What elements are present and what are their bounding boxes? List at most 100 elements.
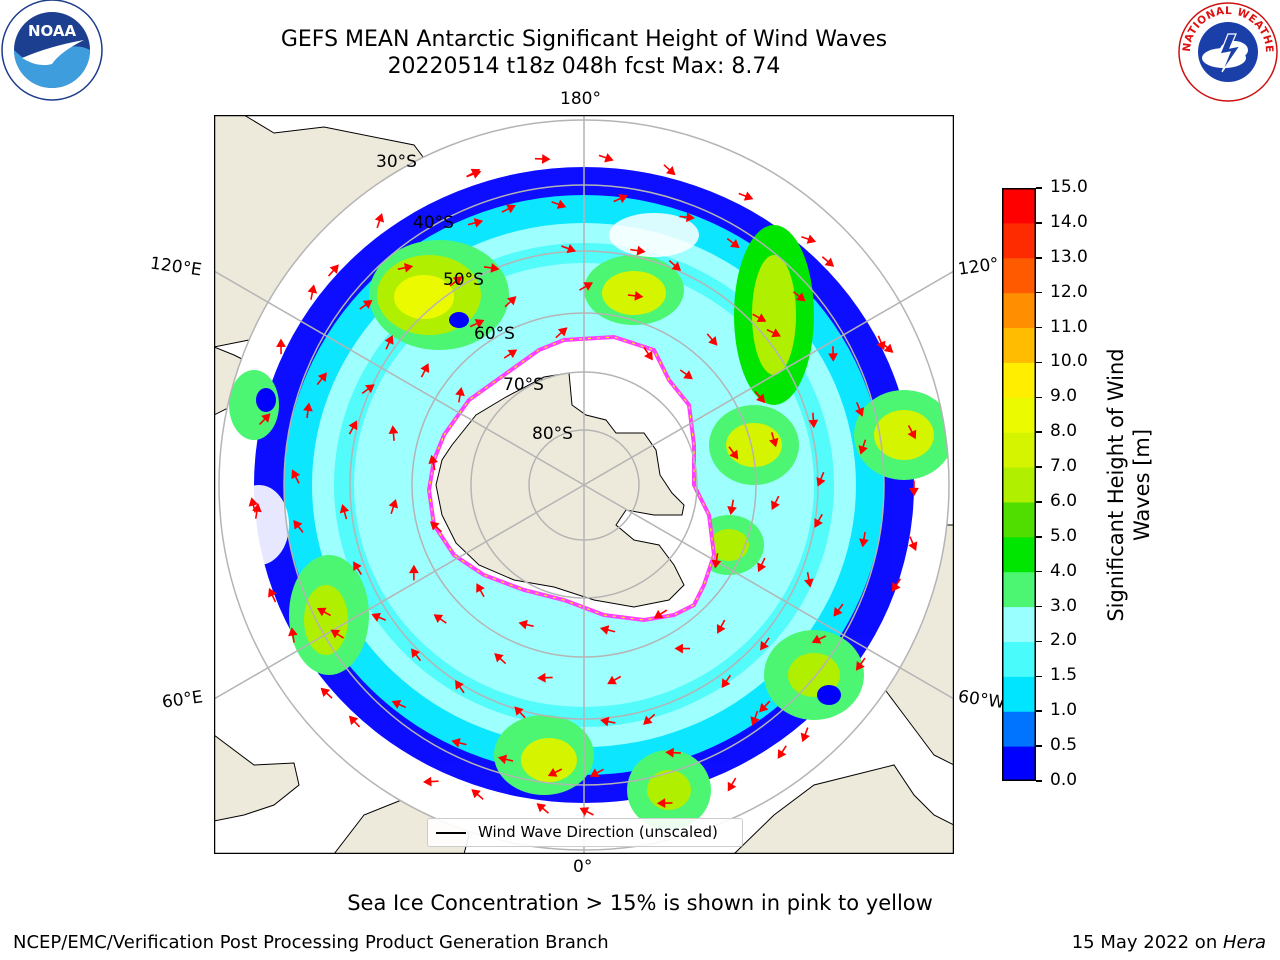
wave-arrow-head xyxy=(473,218,484,228)
graticule xyxy=(214,115,954,854)
colorbar-tick-mark xyxy=(1036,710,1042,712)
wave-arrow-head xyxy=(391,700,402,709)
colorbar-tick-mark xyxy=(1036,326,1042,329)
wave-arrow-head xyxy=(388,425,399,435)
wave-arrow-head xyxy=(248,497,259,507)
wave-arrow-head xyxy=(506,204,516,214)
wave-arrow-head xyxy=(268,587,277,598)
wave-arrow-head xyxy=(579,807,590,816)
colorbar-tick-mark xyxy=(1036,187,1042,189)
wave-arrow-head xyxy=(514,706,524,716)
noaa-logo-text: NOAA xyxy=(28,22,77,40)
wave-arrow-head xyxy=(599,625,610,635)
wave-arrow-head xyxy=(743,191,754,201)
colorbar-segment xyxy=(1002,292,1036,329)
wave-arrow-head xyxy=(816,477,826,487)
lon-label-60e: 60°E xyxy=(160,687,205,713)
wave-arrow-head xyxy=(430,521,440,531)
wave-arrow-head xyxy=(288,627,298,637)
colorbar-tick-mark xyxy=(1036,291,1042,294)
colorbar-label-line1: Significant Height of Wind xyxy=(1104,348,1128,622)
wave-arrow-head xyxy=(858,445,868,455)
wave-arrow-head xyxy=(320,687,331,697)
wave-arrow-head xyxy=(362,300,373,309)
colorbar-tick-mark xyxy=(1036,222,1042,224)
wave-arrow-head xyxy=(291,469,301,480)
wave-arrow-head xyxy=(374,213,385,223)
footer-host: Hera xyxy=(1222,932,1266,953)
wave-arrow-head xyxy=(276,338,286,347)
lat-label-60s: 60°S xyxy=(474,324,515,344)
wave-arrow-head xyxy=(497,754,508,765)
wave-arrow-head xyxy=(494,653,504,663)
colorbar-tick-label: 14.0 xyxy=(1050,211,1088,232)
wave-arrow-head xyxy=(353,561,362,572)
wave-arrow-head xyxy=(891,582,901,592)
wave-arrow-head xyxy=(583,282,594,291)
colorbar-tick-label: 5.0 xyxy=(1050,525,1078,546)
lat-label-50s: 50°S xyxy=(443,270,484,290)
wave-arrow-head xyxy=(506,296,517,306)
map xyxy=(214,115,954,854)
colorbar-segment xyxy=(1002,327,1036,363)
lat-label-70s: 70°S xyxy=(503,375,544,395)
colorbar-tick-label: 9.0 xyxy=(1050,386,1078,407)
wave-arrow-head xyxy=(411,648,421,658)
noaa-logo: NOAA xyxy=(1,0,103,101)
wave-arrow-head xyxy=(800,732,810,743)
colorbar-tick-mark xyxy=(1036,640,1042,643)
wave-arrow-head xyxy=(855,661,865,671)
wave-arrow-head xyxy=(348,715,359,726)
colorbar-segment xyxy=(1002,641,1036,677)
wave-arrow-head xyxy=(303,402,313,412)
wave-arrow-head xyxy=(683,370,693,380)
colorbar-segment xyxy=(1002,606,1036,642)
legend: Wind Wave Direction (unscaled) xyxy=(427,818,743,847)
wave-arrow-head xyxy=(329,264,339,274)
wave-arrow-head xyxy=(404,262,414,273)
wave-arrow-head xyxy=(814,518,823,528)
wave-arrow-head xyxy=(455,387,465,397)
wave-arrow-head xyxy=(771,500,780,511)
colorbar-tick-mark xyxy=(1036,605,1042,608)
wave-arrow-head xyxy=(420,363,430,373)
wave-arrow-head xyxy=(422,776,432,787)
wave-arrow-head xyxy=(808,419,819,429)
wave-arrow-head xyxy=(409,564,419,574)
colorbar-tick-mark xyxy=(1036,466,1042,468)
wave-arrow-head xyxy=(665,747,674,758)
colorbar-tick-label: 11.0 xyxy=(1050,316,1088,337)
wave-arrow-head xyxy=(907,429,917,440)
wave-arrow-head xyxy=(476,583,485,593)
wave-arrow-head xyxy=(604,153,614,163)
colorbar xyxy=(1002,188,1036,781)
wave-arrow-head xyxy=(316,607,327,617)
footer-right: 15 May 2022 on Hera xyxy=(1072,932,1266,953)
wave-arrow-head xyxy=(451,738,461,748)
wave-arrow-head xyxy=(908,541,918,551)
wave-arrow-head xyxy=(671,261,682,271)
wave-arrow-head xyxy=(536,803,547,813)
colorbar-tick-label: 13.0 xyxy=(1050,246,1088,267)
nws-logo: NATIONAL WEATHER SERVICE xyxy=(1176,0,1278,102)
colorbar-tick-label: 8.0 xyxy=(1050,421,1078,442)
colorbar-tick-label: 10.0 xyxy=(1050,351,1088,372)
colorbar-segment xyxy=(1002,467,1036,503)
wave-arrow-head xyxy=(541,154,551,164)
colorbar-tick-label: 0.5 xyxy=(1050,735,1078,756)
lat-label-40s: 40°S xyxy=(413,213,454,233)
colorbar-segment xyxy=(1002,257,1036,294)
wave-arrow-head xyxy=(824,257,835,267)
lon-label-60w: 60°W xyxy=(956,686,1007,714)
legend-line xyxy=(436,832,466,834)
wave-arrow-head xyxy=(643,715,653,725)
wave-arrow-head xyxy=(708,336,718,346)
colorbar-segment xyxy=(1002,676,1036,712)
wave-arrow-head xyxy=(566,243,577,254)
lat-label-80s: 80°S xyxy=(532,424,573,444)
sea-ice-note: Sea Ice Concentration > 15% is shown in … xyxy=(347,891,933,915)
wave-arrow-head xyxy=(607,675,617,685)
wave-arrow-head xyxy=(757,562,767,573)
wave-arrow-head xyxy=(777,749,787,759)
colorbar-segment xyxy=(1002,188,1036,224)
